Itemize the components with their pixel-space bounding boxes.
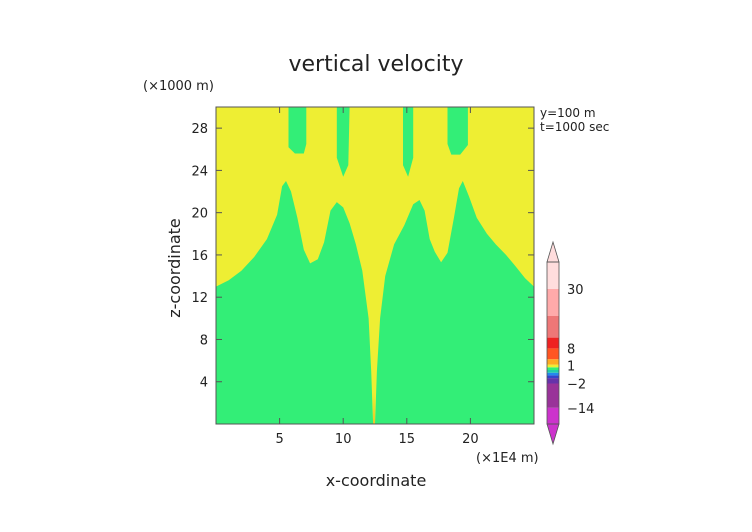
- y-tick-label: 12: [191, 291, 208, 306]
- y-tick-label: 24: [191, 164, 208, 179]
- colorbar-segment-6: [547, 370, 559, 373]
- colorbar-segment-10: [547, 348, 559, 360]
- chart-title: vertical velocity: [288, 52, 463, 77]
- colorbar-segment-14: [547, 262, 559, 289]
- colorbar-segment-8: [547, 364, 559, 368]
- colorbar-segment-12: [547, 316, 559, 338]
- colorbar-top-arrow: [546, 240, 560, 263]
- contour-region-2: [288, 107, 307, 154]
- colorbar-segment-11: [547, 337, 559, 349]
- y-tick-label: 28: [191, 122, 208, 137]
- y-tick-label: 4: [200, 376, 208, 391]
- annotation-line-2: t=1000 sec: [540, 120, 609, 134]
- y-tick-label: 16: [191, 249, 208, 264]
- colorbar-segment-9: [547, 359, 559, 365]
- colorbar: 30 8 1 −2 −14: [546, 240, 594, 446]
- plot-area: [215, 106, 535, 425]
- contour-region-1: [216, 107, 534, 424]
- colorbar-segment-13: [547, 289, 559, 316]
- colorbar-bottom-arrow: [546, 423, 560, 446]
- plot-frame: [215, 106, 535, 425]
- colorbar-segment-3: [547, 378, 559, 384]
- colorbar-segment-4: [547, 375, 559, 379]
- contour-region-3: [336, 107, 350, 177]
- colorbar-label: 8: [567, 342, 575, 357]
- x-axis-label: x-coordinate: [326, 471, 427, 490]
- contour-region-5: [447, 107, 468, 155]
- x-unit-label: (×1E4 m): [476, 451, 539, 466]
- x-tick-label: 20: [462, 432, 479, 447]
- colorbar-label: −2: [567, 377, 586, 392]
- contour-region-4: [403, 107, 414, 177]
- colorbar-label: 30: [567, 283, 584, 298]
- y-tick-label: 20: [191, 207, 208, 222]
- x-tick-label: 15: [399, 432, 416, 447]
- colorbar-segment-7: [547, 367, 559, 370]
- x-tick-label: 10: [335, 432, 352, 447]
- colorbar-label: −14: [567, 402, 594, 417]
- colorbar-segment-5: [547, 372, 559, 376]
- axis-ticks: 5 10 15 20 4 8 12 16 20 24 28: [191, 107, 534, 447]
- annotation-line-1: y=100 m: [540, 106, 596, 120]
- y-unit-label: (×1000 m): [143, 79, 214, 94]
- y-axis-label: z-coordinate: [165, 218, 184, 318]
- colorbar-segment-2: [547, 383, 559, 408]
- colorbar-segment-1: [547, 407, 559, 424]
- colorbar-label: 1: [567, 359, 575, 374]
- colorbar-frame: [546, 261, 560, 425]
- contour-region-6: [373, 392, 375, 424]
- y-tick-label: 8: [200, 333, 208, 348]
- x-tick-label: 5: [275, 432, 283, 447]
